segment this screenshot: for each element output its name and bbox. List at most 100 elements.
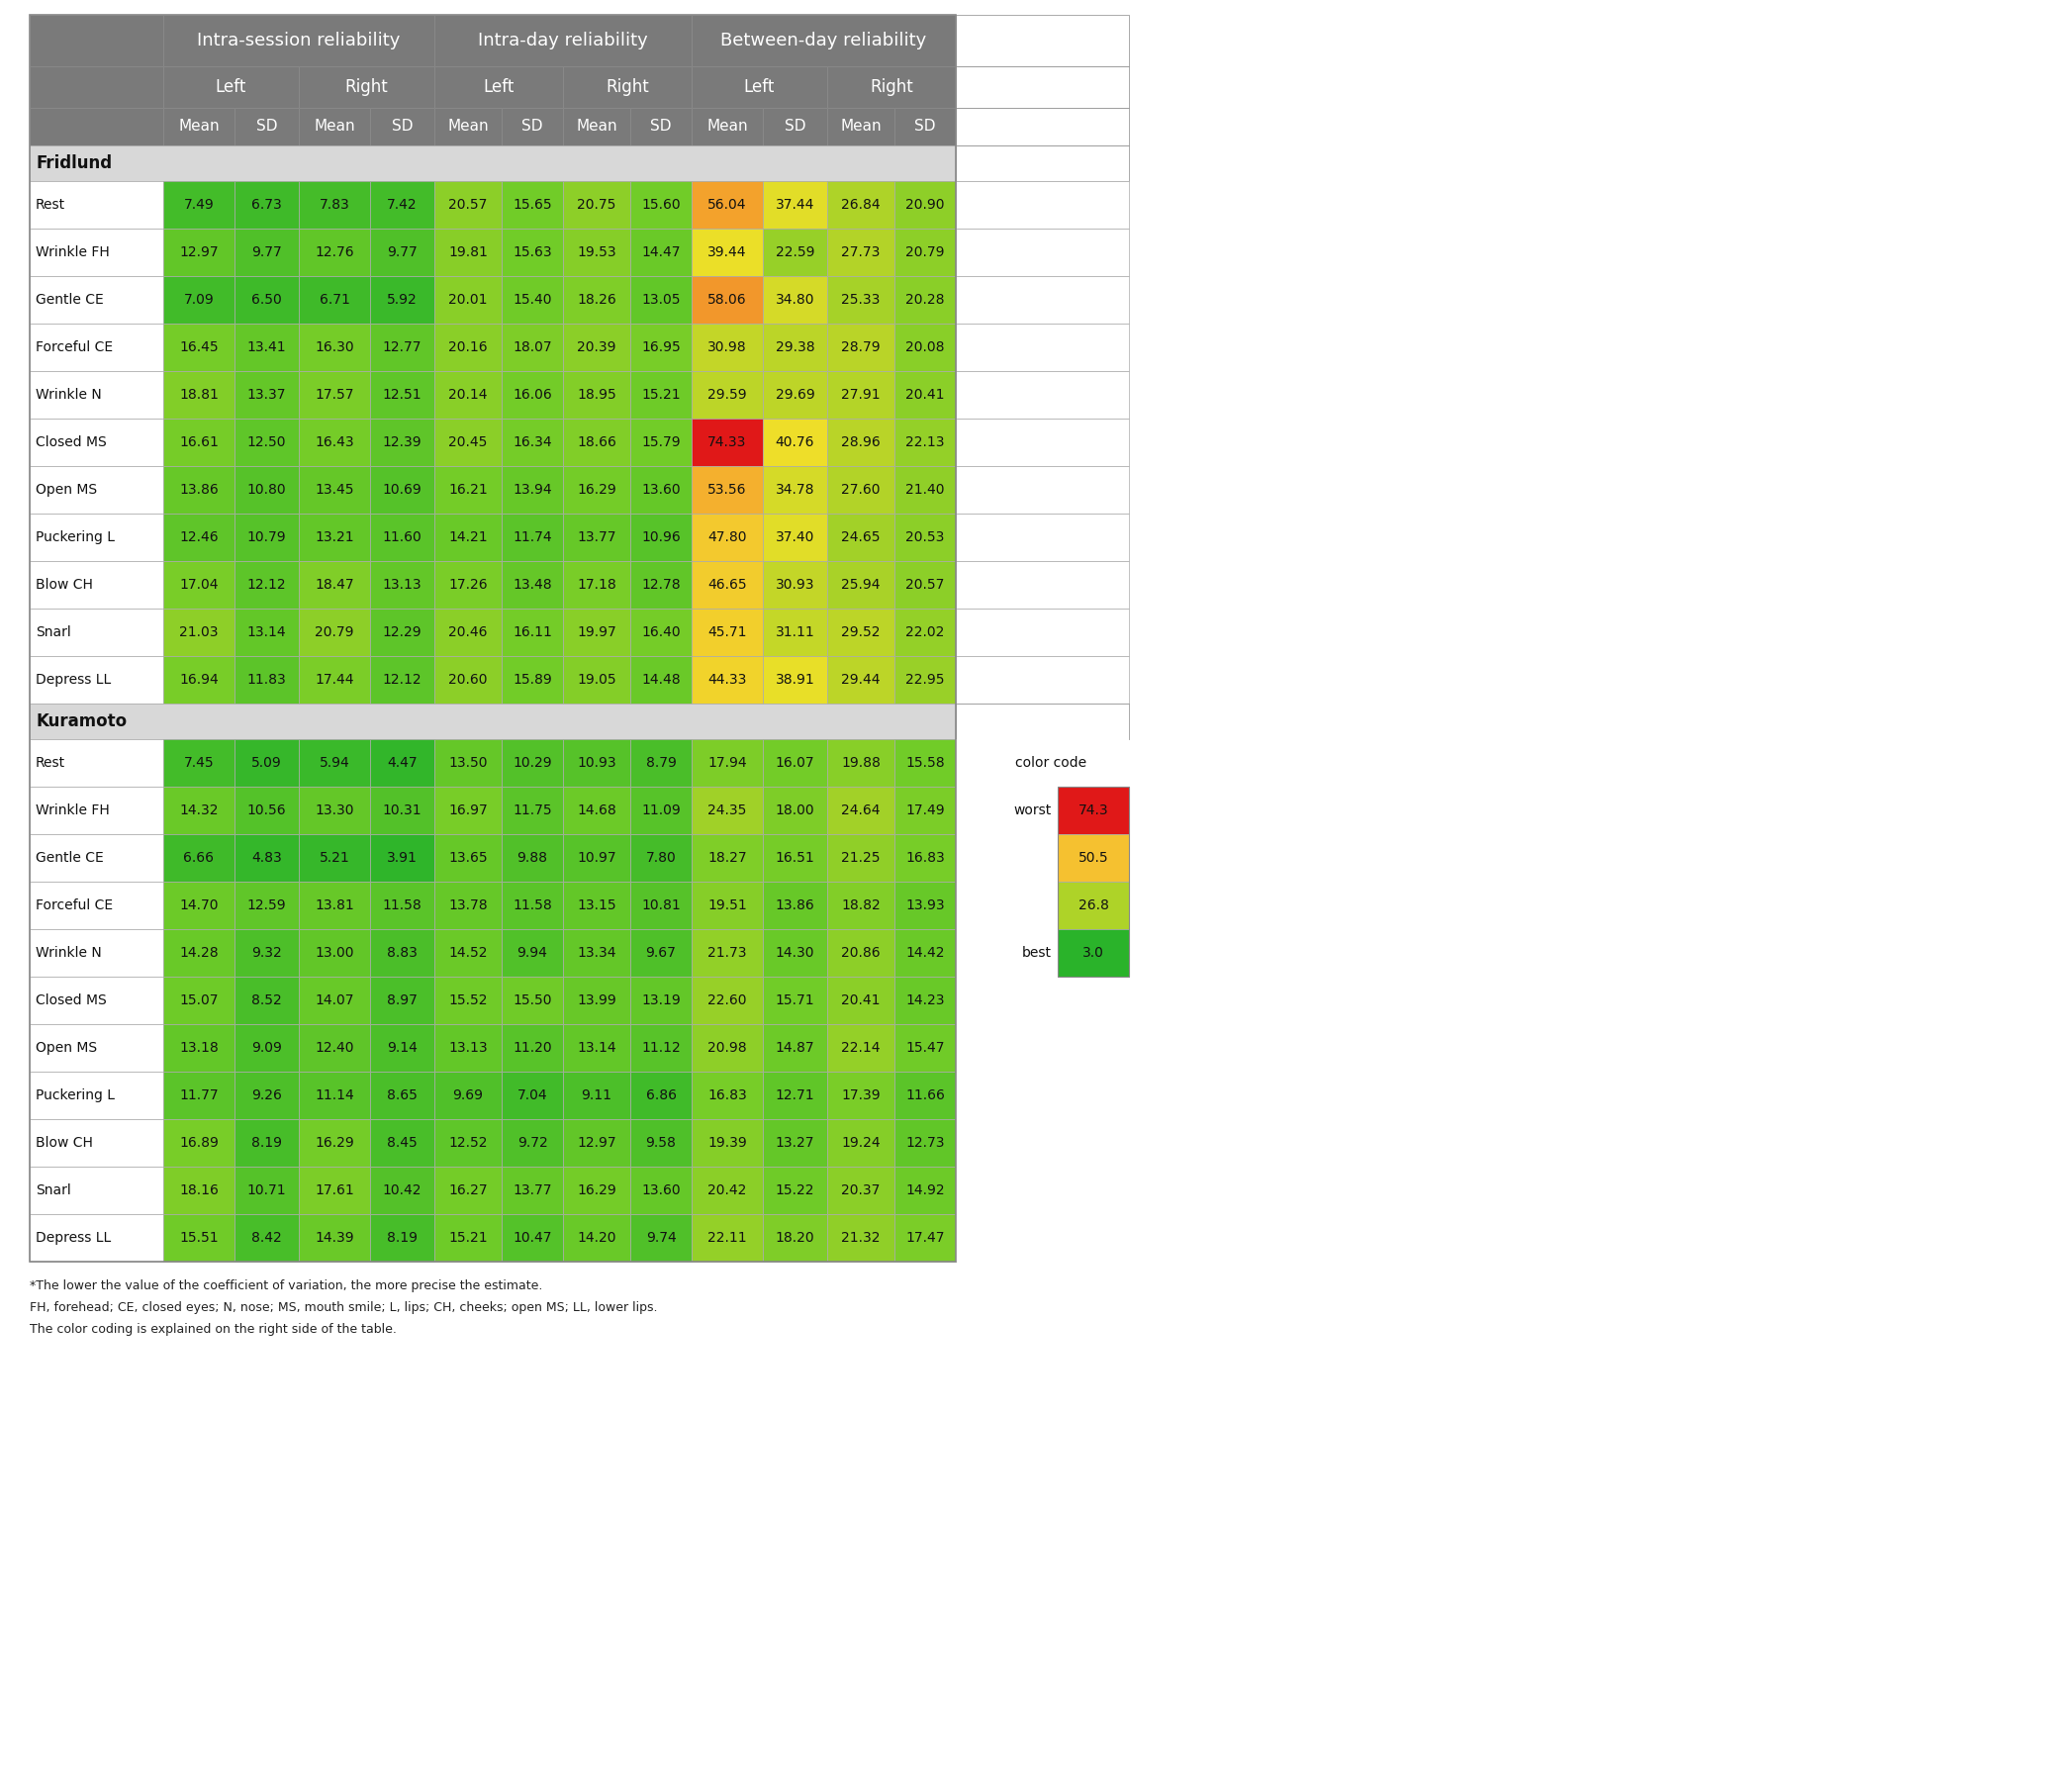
Bar [369,609,435,656]
Bar [501,419,563,466]
Text: 7.42: 7.42 [388,197,417,211]
Text: Kuramoto: Kuramoto [35,713,126,731]
Bar [827,66,957,108]
Text: 16.29: 16.29 [577,1183,617,1197]
Bar [29,882,163,928]
Text: 16.89: 16.89 [179,1136,219,1150]
Bar [631,928,691,977]
Text: 13.41: 13.41 [247,340,287,355]
Bar [369,656,435,704]
Text: 29.59: 29.59 [707,387,746,401]
Bar [763,656,827,704]
Text: Mean: Mean [177,120,219,134]
Text: 9.11: 9.11 [581,1088,612,1102]
Text: Mean: Mean [575,120,617,134]
Text: 13.18: 13.18 [179,1041,219,1055]
Text: worst: worst [1015,803,1052,817]
Text: 8.19: 8.19 [252,1136,282,1150]
Bar [235,928,299,977]
Text: 15.50: 15.50 [513,993,553,1007]
Bar [563,419,631,466]
Bar [29,1025,163,1072]
Bar [435,108,501,145]
Bar [369,1215,435,1262]
Text: Wrinkle FH: Wrinkle FH [35,803,109,817]
Bar [563,1025,631,1072]
Bar [691,787,763,833]
Bar [29,419,163,466]
Bar [563,108,631,145]
Bar [631,609,691,656]
Text: 29.52: 29.52 [841,625,880,640]
Bar [763,514,827,561]
Text: 5.92: 5.92 [388,292,417,306]
Text: 21.73: 21.73 [707,946,746,961]
Bar [235,738,299,787]
Text: Wrinkle N: Wrinkle N [35,946,101,961]
Text: 9.74: 9.74 [645,1231,676,1245]
Bar [501,882,563,928]
Bar [691,1215,763,1262]
Bar [369,324,435,371]
Bar [435,14,691,66]
Text: 47.80: 47.80 [707,530,746,545]
Bar [691,833,763,882]
Text: 9.32: 9.32 [252,946,282,961]
Text: SD: SD [392,120,412,134]
Text: 18.27: 18.27 [707,851,746,866]
Bar [763,833,827,882]
Bar [631,787,691,833]
Bar [435,833,501,882]
Text: 9.88: 9.88 [518,851,548,866]
Bar [299,1215,369,1262]
Bar [299,371,369,419]
Bar [435,609,501,656]
Bar [1058,787,1130,977]
Text: 17.18: 17.18 [577,577,617,591]
Bar [957,1120,1130,1167]
Bar [563,882,631,928]
Text: 11.83: 11.83 [247,672,287,686]
Text: 22.13: 22.13 [905,435,944,450]
Text: 16.43: 16.43 [315,435,355,450]
Bar [163,609,235,656]
Text: SD: SD [913,120,936,134]
Bar [29,704,957,738]
Text: 74.33: 74.33 [707,435,746,450]
Text: 11.20: 11.20 [513,1041,553,1055]
Text: 18.47: 18.47 [315,577,355,591]
Text: 7.83: 7.83 [320,197,351,211]
Bar [501,514,563,561]
Text: 16.29: 16.29 [315,1136,355,1150]
Text: 10.80: 10.80 [247,482,287,496]
Bar [29,14,957,1262]
Text: SD: SD [784,120,806,134]
Bar [163,1072,235,1120]
Text: 12.97: 12.97 [179,246,219,260]
Text: Mean: Mean [707,120,749,134]
Bar [369,229,435,276]
Text: 20.41: 20.41 [841,993,880,1007]
Bar [895,1120,957,1167]
Bar [827,229,895,276]
Text: 18.00: 18.00 [775,803,814,817]
Text: 16.94: 16.94 [179,672,219,686]
Bar [957,466,1130,514]
Bar [957,609,1130,656]
Bar [957,1167,1130,1215]
Bar [501,371,563,419]
Bar [435,466,501,514]
Bar [827,419,895,466]
Text: 29.69: 29.69 [775,387,814,401]
Text: 15.63: 15.63 [513,246,553,260]
Bar [235,1167,299,1215]
Bar [299,928,369,977]
Text: Left: Left [217,79,247,97]
Bar [631,276,691,324]
Text: 20.16: 20.16 [447,340,487,355]
Bar [763,1215,827,1262]
Text: 15.58: 15.58 [905,756,944,771]
Bar [163,738,235,787]
Text: 12.12: 12.12 [247,577,287,591]
Bar [369,1025,435,1072]
